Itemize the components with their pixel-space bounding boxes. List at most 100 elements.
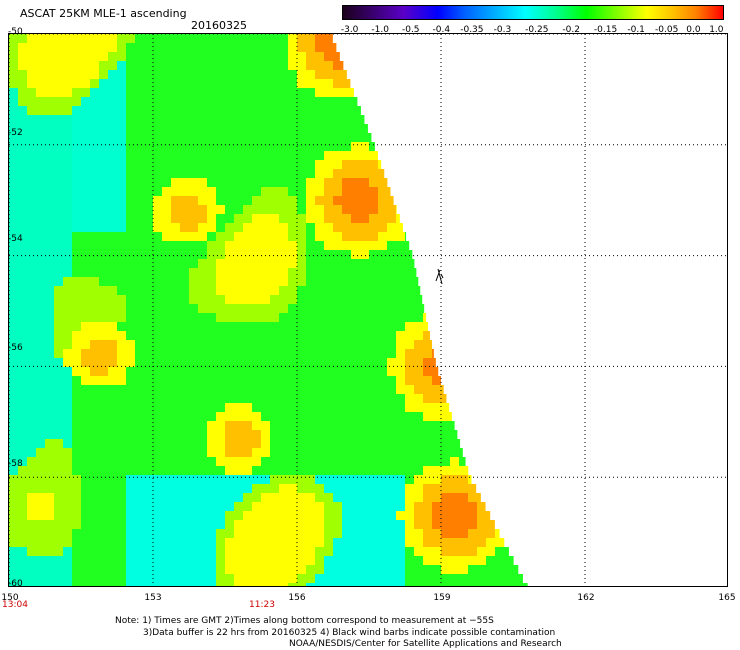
swath-cell bbox=[360, 574, 370, 584]
swath-cell bbox=[117, 277, 127, 287]
swath-cell bbox=[54, 52, 64, 62]
swath-cell bbox=[180, 313, 190, 323]
swath-cell bbox=[162, 61, 172, 71]
swath-cell bbox=[144, 169, 154, 179]
swath-cell bbox=[36, 52, 46, 62]
swath-cell bbox=[261, 196, 271, 206]
swath-cell bbox=[396, 484, 406, 494]
swath-cell bbox=[387, 484, 397, 494]
swath-cell bbox=[36, 124, 46, 134]
swath-cell bbox=[378, 502, 388, 512]
swath-cell bbox=[396, 565, 406, 575]
swath-cell bbox=[108, 475, 118, 485]
swath-cell bbox=[369, 160, 379, 170]
swath-cell bbox=[171, 88, 181, 98]
swath-cell bbox=[441, 448, 451, 458]
swath-cell bbox=[288, 358, 298, 368]
swath-cell bbox=[198, 358, 208, 368]
swath-cell bbox=[396, 502, 406, 512]
swath-cell bbox=[243, 187, 253, 197]
swath-cell bbox=[90, 511, 100, 521]
swath-cell bbox=[369, 250, 379, 260]
swath-cell bbox=[279, 358, 289, 368]
swath-cell bbox=[117, 484, 127, 494]
swath-cell bbox=[99, 565, 109, 575]
swath-cell bbox=[234, 205, 244, 215]
swath-cell bbox=[72, 493, 82, 503]
swath-cell bbox=[333, 187, 343, 197]
swath-cell bbox=[18, 439, 28, 449]
swath-cell bbox=[252, 205, 262, 215]
swath-cell bbox=[144, 574, 154, 584]
swath-cell bbox=[189, 556, 199, 566]
swath-cell bbox=[387, 268, 397, 278]
swath-cell bbox=[72, 151, 82, 161]
swath-cell bbox=[189, 88, 199, 98]
swath-cell bbox=[162, 430, 172, 440]
swath-cell bbox=[432, 457, 442, 467]
swath-cell bbox=[189, 241, 199, 251]
swath-cell bbox=[126, 52, 136, 62]
swath-cell bbox=[144, 106, 154, 116]
swath-cell bbox=[18, 79, 28, 89]
swath-cell bbox=[135, 529, 145, 539]
swath-cell bbox=[225, 421, 235, 431]
swath-cell bbox=[342, 421, 352, 431]
swath-cell bbox=[297, 97, 307, 107]
swath-cell bbox=[387, 493, 397, 503]
swath-cell bbox=[180, 223, 190, 233]
swath-cell bbox=[324, 142, 334, 152]
swath-cell bbox=[378, 547, 388, 557]
swath-cell bbox=[297, 187, 307, 197]
swath-cell bbox=[252, 502, 262, 512]
swath-cell bbox=[243, 367, 253, 377]
swath-cell bbox=[36, 70, 46, 80]
swath-cell bbox=[270, 493, 280, 503]
swath-cell bbox=[225, 502, 235, 512]
swath-cell bbox=[207, 115, 217, 125]
swath-cell bbox=[153, 547, 163, 557]
swath-cell bbox=[72, 277, 82, 287]
swath-cell bbox=[117, 565, 127, 575]
swath-cell bbox=[81, 34, 91, 44]
swath-cell bbox=[414, 412, 424, 422]
swath-cell bbox=[153, 403, 163, 413]
swath-cell bbox=[18, 583, 28, 586]
swath-cell bbox=[216, 79, 226, 89]
swath-cell bbox=[261, 484, 271, 494]
colorbar-label: -0.3 bbox=[493, 25, 512, 35]
swath-cell bbox=[180, 115, 190, 125]
swath-cell bbox=[81, 313, 91, 323]
swath-cell bbox=[126, 412, 136, 422]
swath-cell bbox=[180, 340, 190, 350]
swath-cell bbox=[378, 412, 388, 422]
swath-cell bbox=[153, 169, 163, 179]
swath-cell bbox=[126, 43, 136, 53]
swath-cell bbox=[27, 331, 37, 341]
swath-cell bbox=[90, 97, 100, 107]
swath-cell bbox=[9, 475, 19, 485]
swath-cell bbox=[360, 349, 370, 359]
swath-cell bbox=[180, 403, 190, 413]
swath-cell bbox=[72, 475, 82, 485]
swath-cell bbox=[477, 502, 486, 512]
swath-cell bbox=[315, 313, 325, 323]
swath-cell bbox=[153, 259, 163, 269]
swath-cell bbox=[198, 169, 208, 179]
swath-cell bbox=[369, 574, 379, 584]
map-plot-area[interactable] bbox=[8, 33, 728, 587]
swath-cell bbox=[342, 565, 352, 575]
swath-cell bbox=[54, 115, 64, 125]
swath-cell bbox=[171, 583, 181, 586]
swath-cell bbox=[324, 43, 334, 53]
swath-cell bbox=[369, 277, 379, 287]
swath-cell bbox=[153, 493, 163, 503]
swath-cell bbox=[72, 295, 82, 305]
swath-cell bbox=[324, 385, 334, 395]
swath-cell bbox=[117, 79, 127, 89]
swath-cell bbox=[180, 466, 190, 476]
swath-cell bbox=[99, 520, 109, 530]
swath-cell bbox=[324, 358, 334, 368]
swath-cell bbox=[432, 349, 434, 359]
swath-cell bbox=[171, 70, 181, 80]
